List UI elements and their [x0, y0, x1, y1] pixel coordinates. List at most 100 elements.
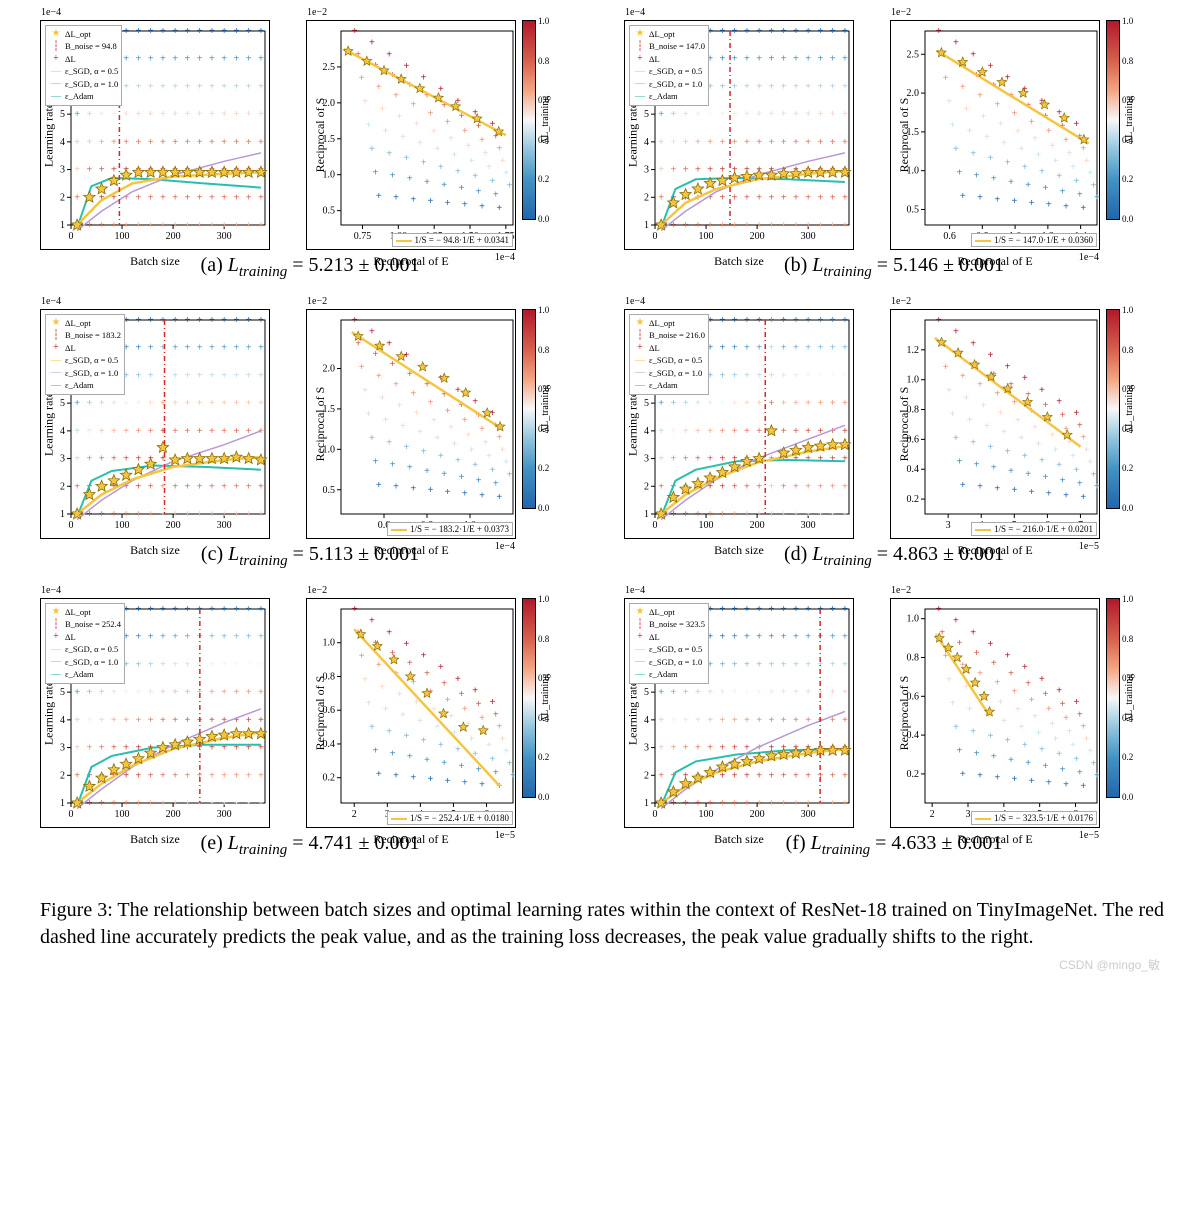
- svg-text:+: +: [695, 398, 701, 409]
- svg-text:+: +: [476, 475, 482, 486]
- svg-text:+: +: [781, 509, 787, 520]
- svg-text:+: +: [1073, 408, 1079, 419]
- svg-text:+: +: [86, 743, 92, 754]
- svg-text:5: 5: [60, 687, 65, 698]
- svg-text:+: +: [781, 798, 787, 809]
- svg-text:+: +: [74, 109, 80, 120]
- svg-text:+: +: [148, 54, 154, 65]
- svg-text:+: +: [246, 370, 252, 381]
- legend-left-c: ★ΔL_opt┆B_noise = 183.2+ΔL—ε_SGD, α = 0.…: [45, 314, 125, 395]
- svg-text:+: +: [258, 81, 264, 92]
- svg-text:+: +: [111, 220, 117, 231]
- svg-text:+: +: [74, 398, 80, 409]
- svg-text:+: +: [1012, 196, 1018, 207]
- sci-y-right: 1e−2: [307, 585, 327, 596]
- svg-text:+: +: [842, 426, 848, 437]
- svg-text:+: +: [172, 370, 178, 381]
- svg-text:+: +: [184, 370, 190, 381]
- svg-text:+: +: [483, 148, 489, 159]
- subfigure-grid: 010020030012345678++++++++++++++++++++++…: [40, 20, 1164, 887]
- svg-text:+: +: [842, 192, 848, 203]
- svg-text:+: +: [805, 632, 811, 643]
- svg-text:+: +: [695, 687, 701, 698]
- svg-text:+: +: [400, 710, 406, 721]
- svg-text:+: +: [197, 220, 203, 231]
- svg-text:+: +: [670, 109, 676, 120]
- sci-y-right: 1e−2: [891, 585, 911, 596]
- svg-text:+: +: [1008, 668, 1014, 679]
- svg-text:+: +: [719, 220, 725, 231]
- svg-text:+: +: [732, 687, 738, 698]
- svg-text:+: +: [123, 687, 129, 698]
- svg-text:+: +: [1077, 420, 1083, 431]
- svg-text:+: +: [805, 454, 811, 465]
- svg-text:+: +: [793, 604, 799, 615]
- svg-text:+: +: [670, 398, 676, 409]
- svg-text:+: +: [123, 220, 129, 231]
- svg-text:+: +: [719, 632, 725, 643]
- svg-text:+: +: [683, 137, 689, 148]
- svg-text:+: +: [1029, 487, 1035, 498]
- svg-text:+: +: [658, 426, 664, 437]
- svg-text:+: +: [670, 426, 676, 437]
- svg-text:+: +: [781, 370, 787, 381]
- svg-text:+: +: [744, 715, 750, 726]
- svg-text:+: +: [209, 137, 215, 148]
- svg-text:+: +: [148, 343, 154, 354]
- svg-text:+: +: [744, 659, 750, 670]
- svg-text:+: +: [781, 26, 787, 37]
- svg-text:+: +: [1008, 466, 1014, 477]
- svg-text:+: +: [246, 315, 252, 326]
- svg-text:+: +: [148, 81, 154, 92]
- svg-text:+: +: [258, 398, 264, 409]
- svg-text:+: +: [984, 132, 990, 143]
- svg-text:+: +: [386, 49, 392, 60]
- svg-text:+: +: [732, 81, 738, 92]
- svg-text:+: +: [842, 659, 848, 670]
- svg-text:+: +: [805, 343, 811, 354]
- sci-y-right: 1e−2: [307, 7, 327, 18]
- svg-text:+: +: [974, 648, 980, 659]
- svg-text:+: +: [1015, 126, 1021, 137]
- svg-text:+: +: [1039, 674, 1045, 685]
- svg-text:+: +: [209, 109, 215, 120]
- svg-text:3: 3: [946, 520, 951, 531]
- svg-text:+: +: [756, 715, 762, 726]
- svg-text:300: 300: [217, 809, 232, 820]
- svg-text:+: +: [781, 715, 787, 726]
- svg-text:+: +: [830, 81, 836, 92]
- svg-text:+: +: [424, 177, 430, 188]
- svg-text:+: +: [805, 370, 811, 381]
- svg-text:+: +: [842, 454, 848, 465]
- svg-text:+: +: [695, 165, 701, 176]
- svg-text:+: +: [842, 509, 848, 520]
- svg-text:+: +: [148, 192, 154, 203]
- svg-text:+: +: [428, 108, 434, 119]
- svg-text:+: +: [172, 398, 178, 409]
- svg-text:+: +: [424, 466, 430, 477]
- svg-text:0: 0: [653, 520, 658, 531]
- svg-text:+: +: [221, 509, 227, 520]
- svg-text:+: +: [744, 81, 750, 92]
- svg-text:+: +: [1046, 200, 1052, 211]
- svg-text:1.2: 1.2: [907, 345, 920, 356]
- svg-text:+: +: [366, 120, 372, 131]
- svg-text:+: +: [407, 463, 413, 474]
- svg-text:+: +: [1073, 176, 1079, 187]
- svg-text:+: +: [1056, 460, 1062, 471]
- svg-text:+: +: [719, 426, 725, 437]
- svg-text:+: +: [123, 81, 129, 92]
- svg-text:+: +: [160, 54, 166, 65]
- svg-text:+: +: [462, 778, 468, 789]
- svg-text:+: +: [246, 770, 252, 781]
- svg-text:+: +: [410, 100, 416, 111]
- svg-text:+: +: [707, 509, 713, 520]
- svg-text:2: 2: [60, 192, 65, 203]
- svg-text:+: +: [362, 386, 368, 397]
- svg-text:+: +: [221, 343, 227, 354]
- svg-text:+: +: [781, 137, 787, 148]
- sci-y-left: 1e−4: [41, 296, 61, 307]
- svg-text:+: +: [953, 144, 959, 155]
- svg-text:+: +: [830, 26, 836, 37]
- svg-text:+: +: [744, 426, 750, 437]
